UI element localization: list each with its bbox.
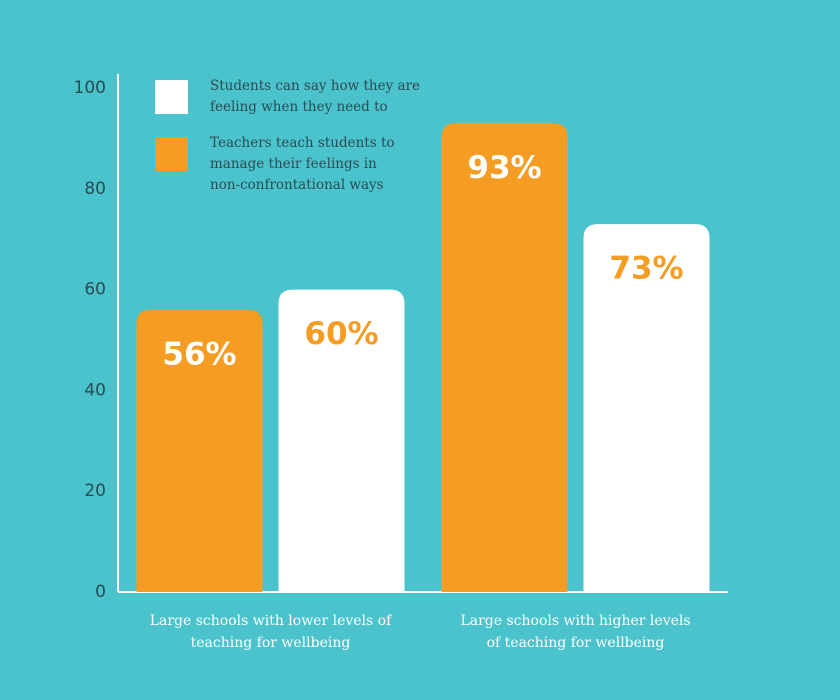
x-tick-label: Large schools with lower levels of teach… bbox=[149, 613, 392, 651]
y-tick-label: 60 bbox=[84, 280, 106, 300]
bar bbox=[441, 123, 568, 592]
bar bbox=[136, 309, 263, 592]
legend-label: Teachers teach students to manage their … bbox=[210, 135, 395, 193]
x-tick-label: Large schools with higher levels of teac… bbox=[460, 613, 691, 651]
y-tick-label: 20 bbox=[84, 481, 106, 501]
legend-swatch bbox=[155, 137, 188, 171]
value-label: 93% bbox=[467, 150, 541, 186]
y-tick-label: 100 bbox=[74, 78, 106, 98]
value-label: 73% bbox=[609, 251, 683, 287]
value-label: 60% bbox=[304, 316, 378, 352]
y-tick-label: 0 bbox=[95, 582, 106, 602]
value-label: 56% bbox=[162, 336, 236, 372]
y-tick-label: 40 bbox=[84, 380, 106, 400]
legend-swatch bbox=[155, 80, 188, 114]
bar bbox=[583, 224, 710, 592]
bar bbox=[278, 289, 405, 592]
legend-label: Students can say how they are feeling wh… bbox=[210, 78, 421, 115]
y-tick-label: 80 bbox=[84, 179, 106, 199]
